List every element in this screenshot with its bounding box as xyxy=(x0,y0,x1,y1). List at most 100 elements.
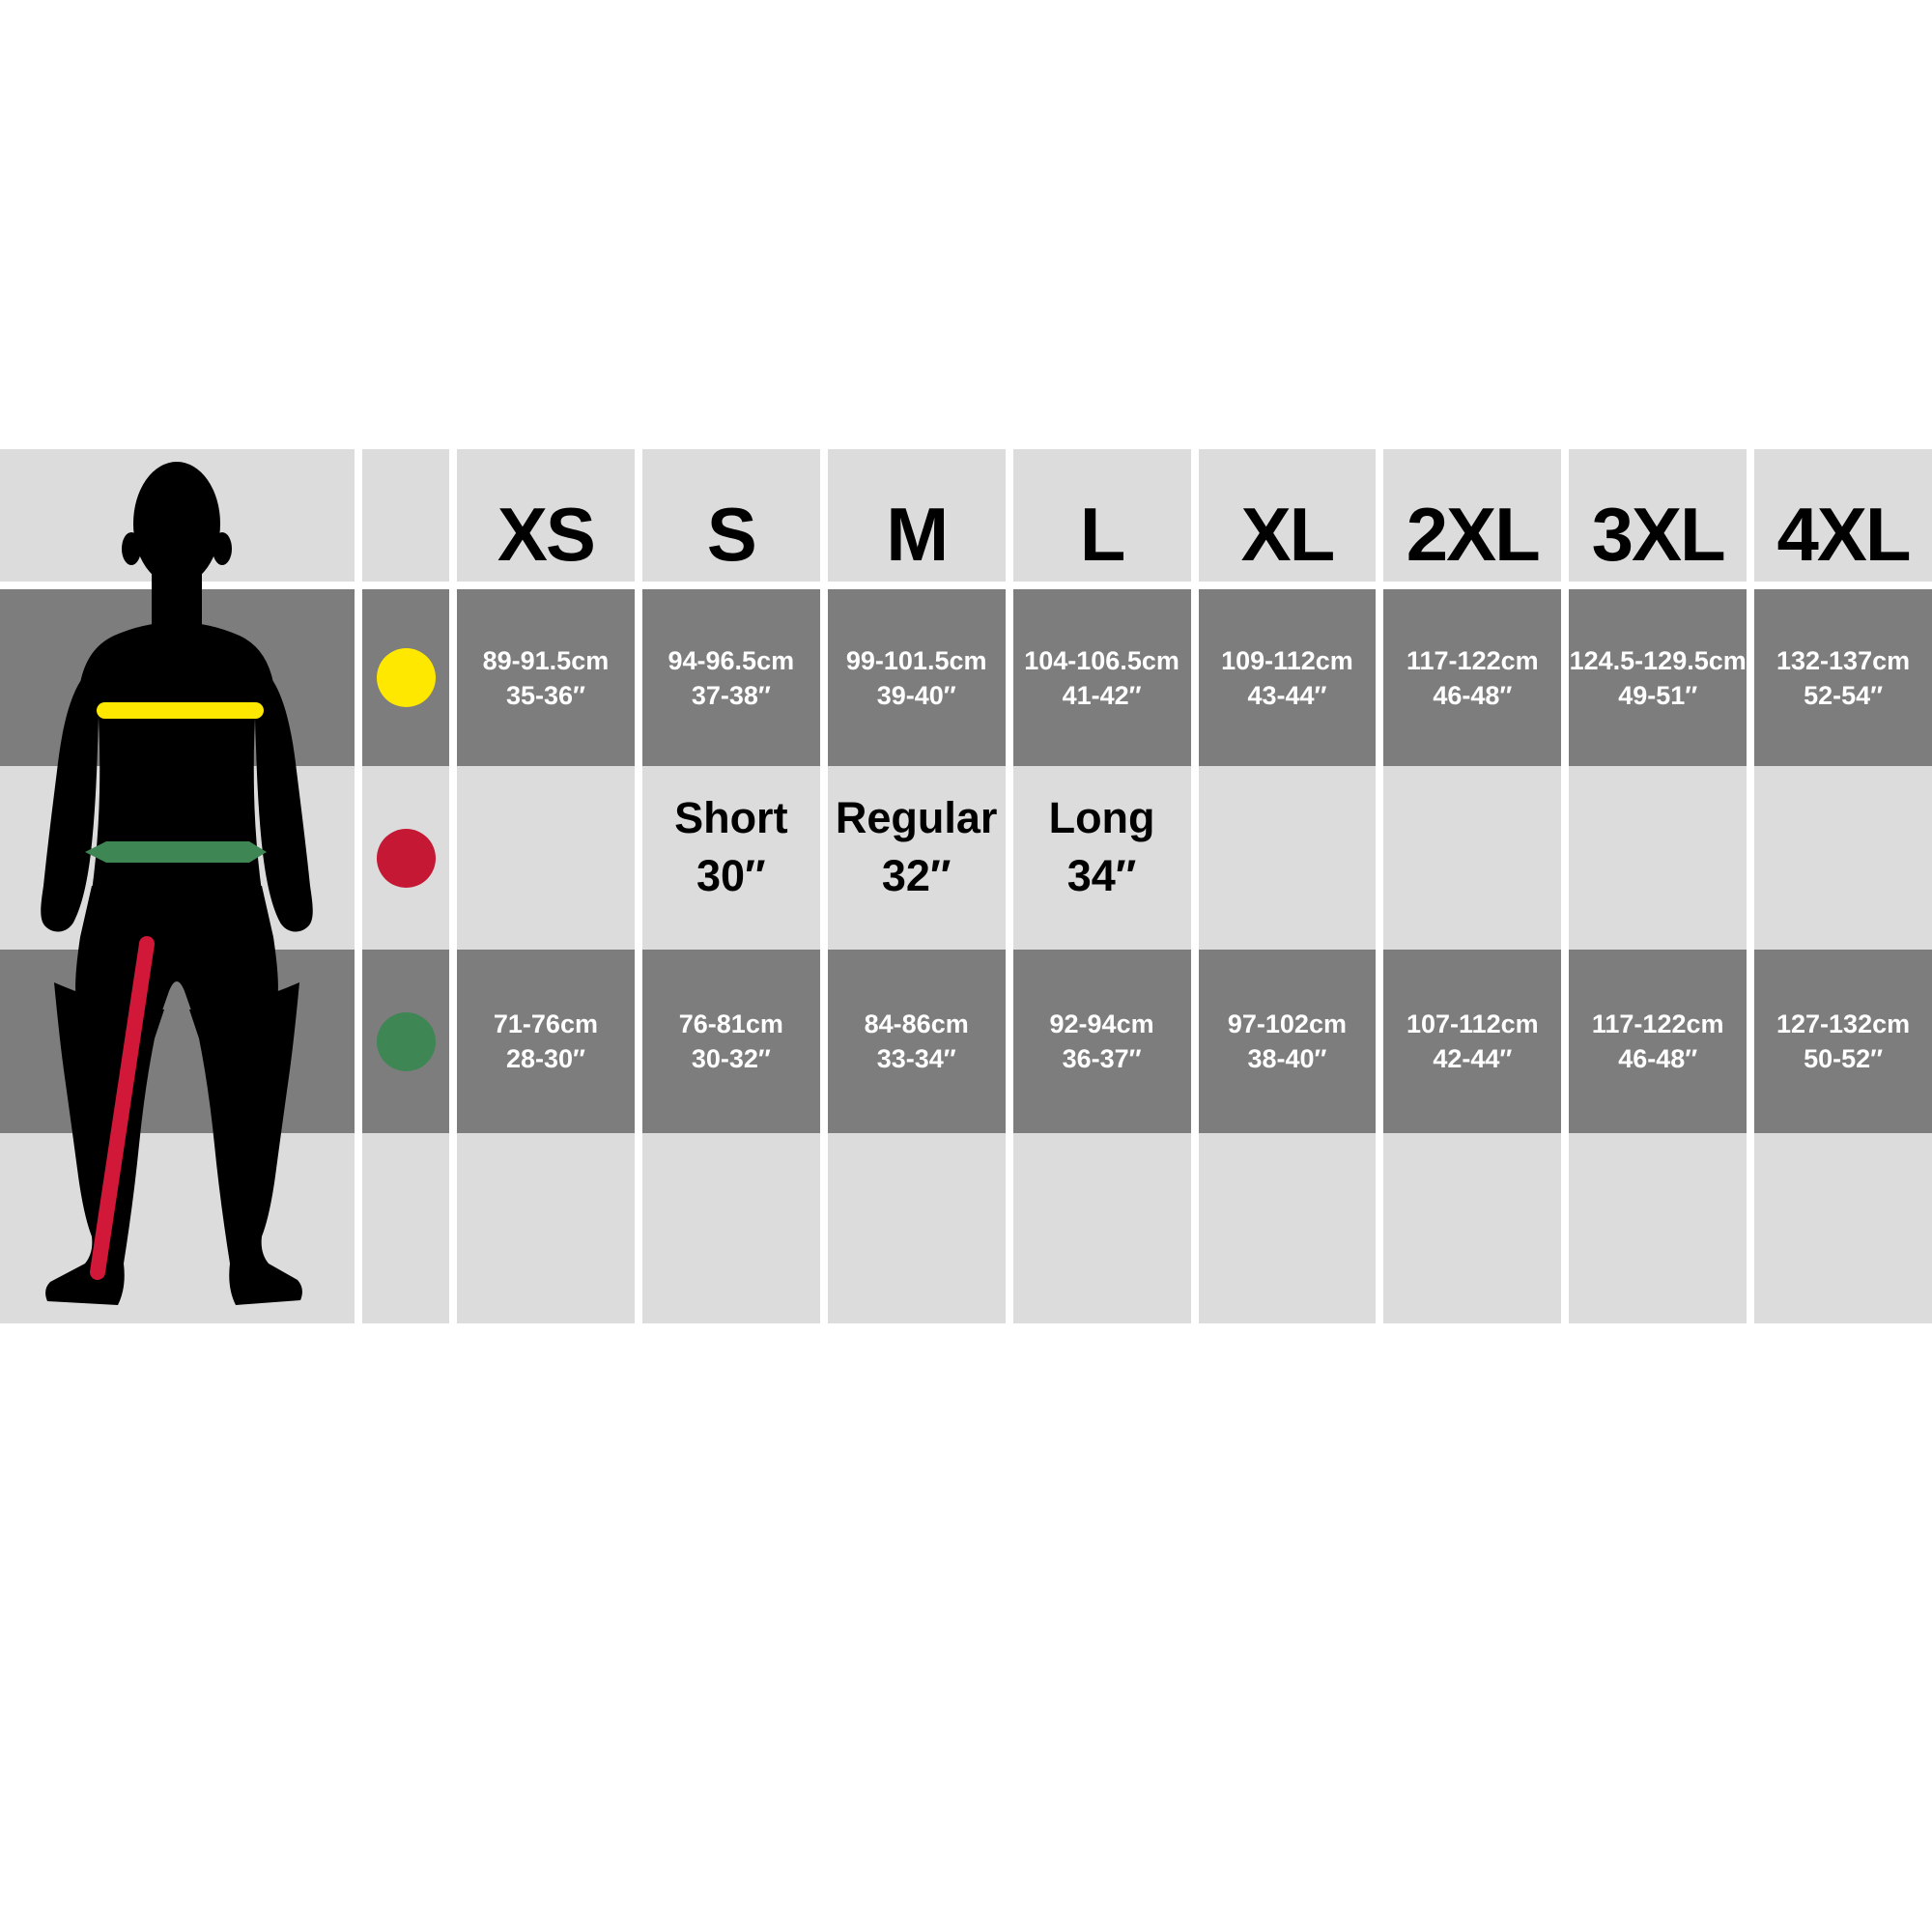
length-in: 30″ xyxy=(696,851,766,900)
chest-cm: 104-106.5cm xyxy=(1024,645,1179,675)
empty-cell xyxy=(1012,1133,1191,1323)
figure-column-cell xyxy=(0,766,355,950)
chest-cm: 132-137cm xyxy=(1776,645,1911,675)
size-column-header: S xyxy=(641,449,820,582)
waist-in: 28-30″ xyxy=(505,1044,585,1073)
size-column-header: XS xyxy=(457,449,635,582)
waist-cell-2xl: 107-112cm 42-44″ xyxy=(1383,950,1562,1133)
size-label: 3XL xyxy=(1591,491,1726,577)
empty-cell xyxy=(457,1133,635,1323)
waist-cell-xs: 71-76cm 28-30″ xyxy=(457,950,635,1133)
waist-cell-3xl: 117-122cm 46-48″ xyxy=(1569,950,1747,1133)
size-column-header: XL xyxy=(1198,449,1377,582)
waist-cm: 92-94cm xyxy=(1049,1009,1154,1038)
size-column-header: 4XL xyxy=(1754,449,1932,582)
leg-length-indicator-cell xyxy=(362,766,449,950)
chest-in: 52-54″ xyxy=(1804,680,1884,710)
indicator-column-header-cell xyxy=(362,449,449,582)
chest-cell-l: 104-106.5cm 41-42″ xyxy=(1012,589,1191,766)
figure-column-cell xyxy=(0,589,355,766)
size-label: L xyxy=(1079,491,1126,577)
chest-cm: 109-112cm xyxy=(1221,645,1353,675)
chest-cell-3xl: 124.5-129.5cm 49-51″ xyxy=(1569,589,1747,766)
waist-cm: 107-112cm xyxy=(1406,1009,1539,1038)
waist-cell-l: 92-94cm 36-37″ xyxy=(1012,950,1191,1133)
waist-in: 36-37″ xyxy=(1062,1044,1142,1073)
length-in: 34″ xyxy=(1066,851,1137,900)
empty-row xyxy=(0,1133,1932,1323)
size-column-header: 3XL xyxy=(1569,449,1747,582)
length-name: Regular xyxy=(835,793,998,842)
length-cell-xl xyxy=(1198,766,1377,950)
chest-cell-m: 99-101.5cm 39-40″ xyxy=(827,589,1006,766)
waist-indicator-cell xyxy=(362,950,449,1133)
size-label: M xyxy=(886,491,949,577)
empty-cell xyxy=(1569,1133,1747,1323)
waist-cell-m: 84-86cm 33-34″ xyxy=(827,950,1006,1133)
chest-in: 46-48″ xyxy=(1433,680,1513,710)
length-cell-4xl xyxy=(1754,766,1932,950)
chest-cell-s: 94-96.5cm 37-38″ xyxy=(641,589,820,766)
length-cell-xs xyxy=(457,766,635,950)
chest-dot-icon xyxy=(376,648,436,707)
chest-in: 37-38″ xyxy=(691,680,771,710)
chest-measurement-row: 89-91.5cm 35-36″ 94-96.5cm 37-38″ 99-101.5… xyxy=(0,589,1932,766)
chest-in: 49-51″ xyxy=(1618,680,1698,710)
leg-length-dot-icon xyxy=(376,828,436,888)
empty-cell xyxy=(1754,1133,1932,1323)
figure-column-cell xyxy=(0,950,355,1133)
header-divider-gap xyxy=(0,582,1932,589)
chest-in: 43-44″ xyxy=(1247,680,1327,710)
waist-cm: 84-86cm xyxy=(864,1009,969,1038)
empty-cell xyxy=(1198,1133,1377,1323)
empty-indicator-cell xyxy=(362,1133,449,1323)
leg-length-row: Short 30″ Regular 32″ Long 34″ xyxy=(0,766,1932,950)
size-header-row: XS S M L XL 2XL 3XL 4XL xyxy=(0,449,1932,582)
size-column-header: M xyxy=(827,449,1006,582)
chest-in: 39-40″ xyxy=(876,680,956,710)
length-in: 32″ xyxy=(881,851,952,900)
size-label: XS xyxy=(497,491,596,577)
chest-in: 41-42″ xyxy=(1062,680,1142,710)
waist-cell-xl: 97-102cm 38-40″ xyxy=(1198,950,1377,1133)
waist-cm: 127-132cm xyxy=(1776,1009,1911,1038)
chest-in: 35-36″ xyxy=(505,680,585,710)
chest-cell-xs: 89-91.5cm 35-36″ xyxy=(457,589,635,766)
chest-cm: 124.5-129.5cm xyxy=(1569,645,1747,675)
chest-cm: 117-122cm xyxy=(1406,645,1539,675)
chest-cm: 89-91.5cm xyxy=(482,645,610,675)
chest-cell-xl: 109-112cm 43-44″ xyxy=(1198,589,1377,766)
waist-cm: 117-122cm xyxy=(1591,1009,1724,1038)
size-column-header: L xyxy=(1012,449,1191,582)
length-cell-m: Regular 32″ xyxy=(827,766,1006,950)
empty-cell xyxy=(1383,1133,1562,1323)
waist-cm: 71-76cm xyxy=(493,1009,598,1038)
waist-measurement-row: 71-76cm 28-30″ 76-81cm 30-32″ 84-86cm 33-34… xyxy=(0,950,1932,1133)
chest-cm: 99-101.5cm xyxy=(845,645,987,675)
length-cell-2xl xyxy=(1383,766,1562,950)
length-cell-l: Long 34″ xyxy=(1012,766,1191,950)
waist-in: 42-44″ xyxy=(1433,1044,1513,1073)
waist-cell-4xl: 127-132cm 50-52″ xyxy=(1754,950,1932,1133)
chest-cell-2xl: 117-122cm 46-48″ xyxy=(1383,589,1562,766)
size-label: 4XL xyxy=(1776,491,1912,577)
waist-cm: 76-81cm xyxy=(678,1009,783,1038)
length-name: Long xyxy=(1048,793,1155,842)
waist-in: 46-48″ xyxy=(1618,1044,1698,1073)
length-cell-3xl xyxy=(1569,766,1747,950)
waist-cm: 97-102cm xyxy=(1227,1009,1347,1038)
waist-in: 38-40″ xyxy=(1247,1044,1327,1073)
figure-column-cell xyxy=(0,1133,355,1323)
waist-in: 50-52″ xyxy=(1804,1044,1884,1073)
waist-in: 33-34″ xyxy=(876,1044,956,1073)
empty-cell xyxy=(827,1133,1006,1323)
chest-cell-4xl: 132-137cm 52-54″ xyxy=(1754,589,1932,766)
figure-column-header-cell xyxy=(0,449,355,582)
chest-cm: 94-96.5cm xyxy=(668,645,795,675)
size-column-header: 2XL xyxy=(1383,449,1562,582)
chest-indicator-cell xyxy=(362,589,449,766)
size-label: XL xyxy=(1240,491,1336,577)
length-name: Short xyxy=(674,793,788,842)
size-label: S xyxy=(706,491,757,577)
waist-cell-s: 76-81cm 30-32″ xyxy=(641,950,820,1133)
